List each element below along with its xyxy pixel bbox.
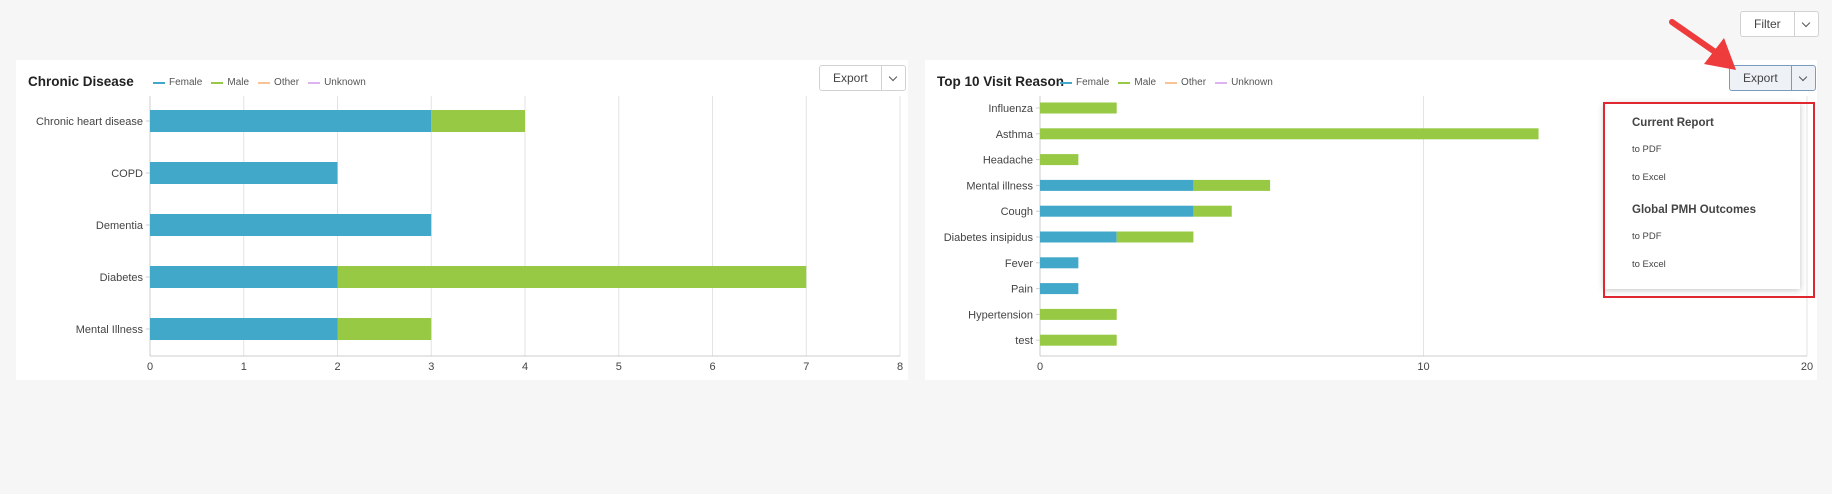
y-category-label: Fever [1005,258,1033,270]
legend-swatch [211,81,224,84]
chart-legend: Female Male Other Unknown [1060,77,1273,88]
legend-item[interactable]: Male [1118,77,1156,88]
bar-segment-female[interactable] [1040,257,1079,269]
menu-item-current-excel[interactable]: to Excel [1632,172,1666,183]
y-category-label: Pain [1011,284,1033,296]
bar-segment-female[interactable] [150,110,432,132]
chronic-disease-chart: 0 1 2 3 4 5 6 7 8 Chronic heart disease COPD Dement… [36,96,903,373]
x-tick-label: 6 [709,361,715,373]
bar-segment-male[interactable] [337,266,807,288]
legend-swatch [258,81,271,84]
export-button[interactable]: Export [833,71,868,85]
menu-heading-current-report: Current Report [1632,117,1714,129]
bar-segment-female[interactable] [1040,179,1194,191]
legend-item[interactable]: Other [1165,77,1206,88]
x-tick-label: 2 [334,361,340,373]
bar-segment-female[interactable] [1040,205,1194,217]
bar-segment-female[interactable] [150,214,432,236]
x-tick-label: 1 [241,361,247,373]
legend-item[interactable]: Unknown [1215,77,1273,88]
filter-button-group[interactable]: Filter [1740,11,1819,37]
y-category-label: Hypertension [968,309,1033,321]
bar-segment-female[interactable] [1040,283,1079,295]
bar-segment-male[interactable] [1193,179,1271,191]
x-tick-label: 4 [522,361,528,373]
filter-dropdown-toggle[interactable] [1793,12,1818,36]
bar-segment-male[interactable] [1116,231,1194,243]
y-category-label: Asthma [996,129,1034,141]
chart-title: Top 10 Visit Reason [937,74,1065,89]
x-tick-label: 0 [147,361,153,373]
export-button[interactable]: Export [1743,71,1778,85]
x-tick-label: 5 [616,361,622,373]
bar-segment-female[interactable] [150,162,338,184]
y-category-label: COPD [111,168,143,180]
export-dropdown-toggle[interactable] [880,66,905,90]
bar-segment-male[interactable] [431,110,525,132]
legend-item[interactable]: Female [153,77,202,88]
bar-segment-male[interactable] [1040,128,1539,140]
export-button-group[interactable]: Export [1729,65,1816,91]
legend-swatch [1215,81,1228,84]
menu-heading-global-pmh: Global PMH Outcomes [1632,204,1756,216]
bar-segment-male[interactable] [1040,334,1117,346]
x-tick-label: 20 [1801,361,1813,373]
x-tick-label: 7 [803,361,809,373]
legend-swatch [1118,81,1131,84]
y-category-label: Mental illness [966,180,1033,192]
legend-item[interactable]: Unknown [308,77,366,88]
export-dropdown-menu: Current Report to PDF to Excel Global PM… [1604,103,1800,289]
y-category-label: Influenza [988,103,1034,115]
bar-segment-female[interactable] [1040,231,1117,243]
legend-swatch [153,81,165,84]
filter-button[interactable]: Filter [1754,17,1781,31]
annotation-arrow-icon [1669,19,1736,70]
chronic-disease-panel: Chronic Disease Female Male Other Unknown E… [16,60,908,380]
x-tick-label: 3 [428,361,434,373]
legend-label: Unknown [1231,77,1273,88]
y-category-label: Cough [1001,206,1033,218]
menu-item-global-excel[interactable]: to Excel [1632,259,1666,270]
y-category-label: Diabetes [100,272,144,284]
y-category-label: test [1015,335,1033,347]
annotation-highlight-box [1603,102,1815,298]
chevron-down-icon [1801,18,1811,27]
bar-segment-male[interactable] [1193,205,1232,217]
y-category-label: Dementia [96,220,144,232]
export-dropdown-toggle[interactable] [1790,66,1815,90]
menu-item-current-pdf[interactable]: to PDF [1632,144,1662,155]
x-tick-label: 8 [897,361,903,373]
legend-item[interactable]: Female [1060,77,1109,88]
export-button-group[interactable]: Export [819,65,906,91]
legend-label: Female [1076,77,1110,88]
legend-item[interactable]: Male [211,77,249,88]
legend-label: Male [1134,77,1157,88]
bar-segment-male[interactable] [1040,308,1117,320]
x-tick-label: 0 [1037,361,1043,373]
chart-title: Chronic Disease [28,74,134,89]
menu-item-global-pdf[interactable]: to PDF [1632,231,1662,242]
bar-segment-male[interactable] [1040,154,1079,166]
legend-label: Unknown [324,77,366,88]
y-category-label: Diabetes insipidus [944,232,1034,244]
legend-swatch [1165,81,1178,84]
y-category-label: Headache [983,155,1033,167]
legend-label: Male [227,77,250,88]
legend-swatch [1060,81,1072,84]
legend-label: Other [274,77,300,88]
legend-swatch [308,81,321,84]
chart-legend: Female Male Other Unknown [153,77,366,88]
bar-segment-female[interactable] [150,266,338,288]
y-category-label: Chronic heart disease [36,116,143,128]
bar-segment-male[interactable] [337,318,432,340]
x-tick-label: 10 [1417,361,1429,373]
legend-item[interactable]: Other [258,77,299,88]
legend-label: Female [169,77,203,88]
bar-segment-male[interactable] [1040,102,1117,114]
legend-label: Other [1181,77,1207,88]
y-category-label: Mental Illness [76,324,144,336]
bar-segment-female[interactable] [150,318,338,340]
visit-reason-chart: 0 10 20 Influenza Asthma Headache Mental illne… [944,96,1813,373]
